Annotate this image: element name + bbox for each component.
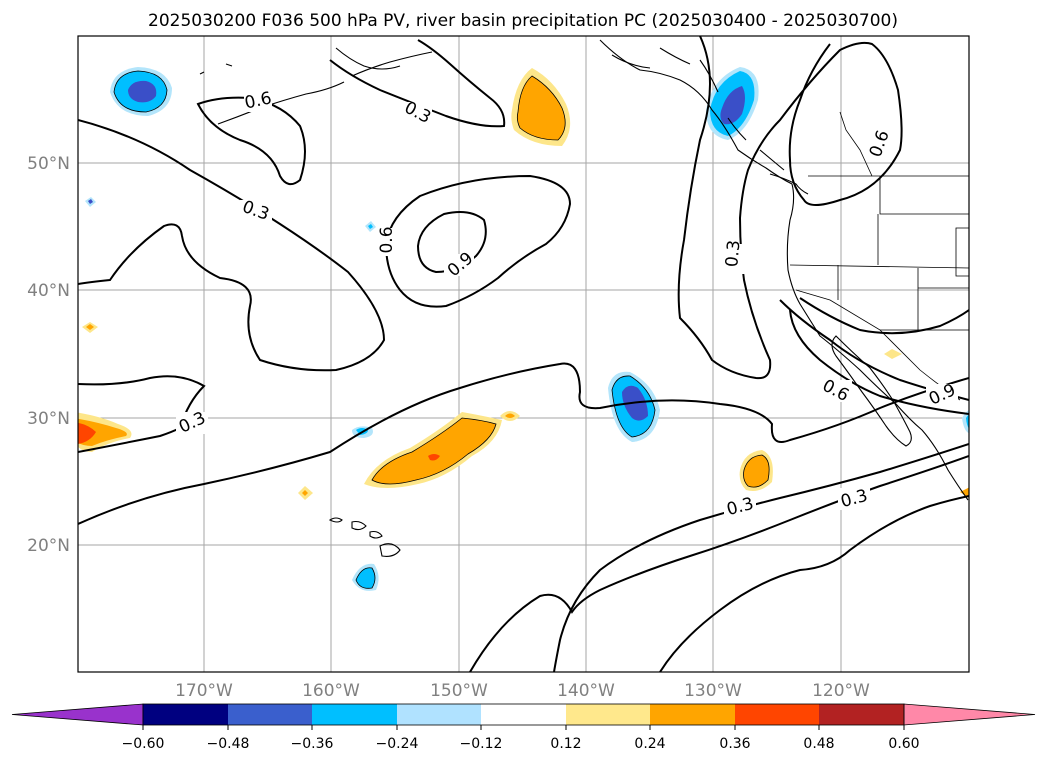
gridlines bbox=[78, 36, 969, 672]
positive-anomaly-small-4 bbox=[884, 349, 902, 359]
map-frame bbox=[77, 35, 970, 673]
positive-anomaly-west-edge bbox=[78, 412, 132, 452]
contour-0.3-top bbox=[329, 39, 506, 128]
coastlines bbox=[199, 39, 969, 557]
lon-label: 120°W bbox=[812, 681, 870, 701]
colorbar: −0.60 −0.48 −0.36 −0.24 −0.12 0.12 0.24 … bbox=[11, 703, 1036, 752]
contour-0.9-coast bbox=[799, 297, 969, 335]
colorbar-segment bbox=[397, 704, 481, 725]
colorbar-ticks bbox=[142, 725, 905, 730]
map-panel: 0.6 0.3 0.3 0.6 0.9 0.3 0.3 0.6 0.6 0.9 bbox=[77, 35, 970, 673]
negative-anomaly-nw bbox=[110, 67, 172, 116]
lon-label: 140°W bbox=[557, 681, 615, 701]
contour-label: 0.3 bbox=[722, 239, 744, 268]
figure-title: 2025030200 F036 500 hPa PV, river basin … bbox=[148, 11, 898, 31]
positive-anomaly-north bbox=[511, 68, 571, 146]
contour-0.3-southern bbox=[78, 362, 969, 525]
colorbar-segment bbox=[228, 704, 312, 725]
colorbar-segment bbox=[650, 704, 735, 725]
lat-label: 30°N bbox=[27, 409, 70, 429]
contour-0.3-east bbox=[677, 36, 903, 380]
negative-anomaly-alaska bbox=[706, 67, 759, 140]
colorbar-segment bbox=[312, 704, 397, 725]
lat-label: 20°N bbox=[27, 536, 70, 556]
lon-label: 130°W bbox=[684, 681, 742, 701]
colorbar-segment bbox=[566, 704, 650, 725]
colorbar-tick-label: 0.48 bbox=[803, 736, 834, 752]
precip-shading bbox=[78, 67, 969, 591]
colorbar-extend-right bbox=[903, 703, 1036, 726]
negative-anomaly-east-edge bbox=[962, 410, 969, 434]
lat-label: 40°N bbox=[27, 281, 70, 301]
contour-0.6-coast-2 bbox=[789, 309, 969, 415]
lat-label: 50°N bbox=[27, 154, 70, 174]
colorbar-segment bbox=[143, 704, 228, 725]
longitude-labels: 170°W 160°W 150°W 140°W 130°W 120°W bbox=[175, 681, 870, 701]
colorbar-segment bbox=[819, 704, 904, 725]
lon-label: 150°W bbox=[430, 681, 488, 701]
latitude-labels: 50°N 40°N 30°N 20°N bbox=[27, 154, 70, 556]
positive-anomaly-se-edge bbox=[960, 487, 969, 498]
lon-label: 170°W bbox=[175, 681, 233, 701]
contour-0.3-se-3 bbox=[659, 495, 969, 672]
contour-label: 0.6 bbox=[377, 226, 397, 253]
colorbar-extend-left bbox=[11, 703, 144, 726]
colorbar-tick-label: 0.36 bbox=[719, 736, 750, 752]
colorbar-tick-label: −0.36 bbox=[291, 736, 334, 752]
contour-0.3-se-2 bbox=[469, 455, 969, 672]
colorbar-tick-label: −0.12 bbox=[460, 736, 503, 752]
colorbar-tick-label: −0.60 bbox=[122, 736, 165, 752]
colorbar-tick-label: 0.12 bbox=[550, 736, 581, 752]
lon-label: 160°W bbox=[302, 681, 360, 701]
political-borders bbox=[789, 111, 969, 401]
contour-0.9-center bbox=[416, 211, 487, 274]
contour-0.3-se bbox=[553, 443, 969, 672]
colorbar-tick-label: −0.24 bbox=[376, 736, 419, 752]
positive-anomaly-east bbox=[739, 450, 773, 491]
colorbar-segment bbox=[735, 704, 819, 725]
pv-contours bbox=[78, 36, 969, 672]
contour-labels: 0.6 0.3 0.3 0.6 0.9 0.3 0.3 0.6 0.6 0.9 bbox=[176, 88, 959, 520]
contour-0.6-center bbox=[384, 174, 572, 308]
positive-anomaly-central bbox=[364, 412, 502, 488]
colorbar-tick-label: 0.60 bbox=[888, 736, 919, 752]
colorbar-segment bbox=[481, 704, 566, 725]
colorbar-tick-label: −0.48 bbox=[207, 736, 250, 752]
colorbar-tick-label: 0.24 bbox=[634, 736, 665, 752]
contour-0.3-mid bbox=[78, 375, 206, 453]
